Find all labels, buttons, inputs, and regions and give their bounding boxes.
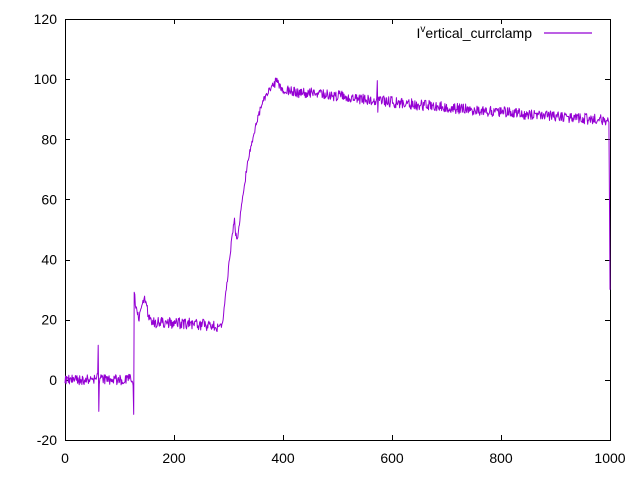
x-axis-tick-labels: 0 200 400 600 800 1000: [61, 450, 626, 466]
x-tick-label: 600: [380, 450, 404, 466]
legend-label: Ivertical_currclamp: [417, 24, 533, 41]
x-tick-label: 200: [162, 450, 186, 466]
plot-border: [65, 19, 611, 441]
axis-ticks: [65, 19, 611, 441]
y-tick-label: 0: [49, 372, 57, 388]
y-tick-label: 100: [34, 71, 58, 87]
y-tick-label: -20: [37, 432, 57, 448]
x-tick-label: 1000: [594, 450, 625, 466]
y-tick-label: 80: [41, 131, 57, 147]
y-tick-label: 120: [34, 11, 58, 27]
series-line-ivertical-currclamp: [64, 77, 611, 415]
legend: Ivertical_currclamp: [417, 24, 592, 41]
plot-area-border: [65, 19, 611, 441]
x-tick-label: 400: [271, 450, 295, 466]
y-tick-label: 60: [41, 191, 57, 207]
y-tick-label: 40: [41, 252, 57, 268]
y-axis-tick-labels: -20 0 20 40 60 80 100 120: [34, 11, 58, 448]
data-series: [64, 77, 611, 415]
x-tick-label: 800: [489, 450, 513, 466]
y-tick-label: 20: [41, 312, 57, 328]
x-tick-label: 0: [61, 450, 69, 466]
